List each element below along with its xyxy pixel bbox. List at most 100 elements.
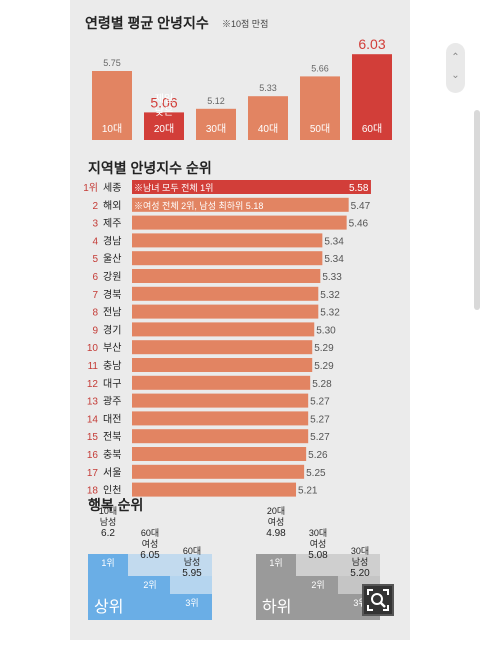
region-rank: 16 bbox=[87, 450, 99, 461]
region-bar bbox=[132, 464, 305, 479]
podium-label: 남성 bbox=[100, 517, 117, 527]
region-value-label: 5.47 bbox=[351, 201, 371, 212]
region-value-label: 5.34 bbox=[324, 254, 344, 265]
region-name: 충남 bbox=[103, 360, 121, 372]
region-name: 경남 bbox=[103, 234, 121, 247]
region-name: 인천 bbox=[103, 485, 121, 497]
region-name: 전남 bbox=[103, 307, 121, 319]
age-chart: 5.75 10대 5.06 20대 5.12 30대 5.33 40대 5.66 50대 6.03 6… bbox=[92, 36, 392, 141]
region-bar bbox=[132, 215, 347, 230]
region-rank: 11 bbox=[88, 361, 99, 372]
region-chart-title: 지역별 안녕지수 순위 bbox=[88, 160, 212, 176]
region-value-label: 5.28 bbox=[312, 379, 332, 390]
podium-value: 5.20 bbox=[350, 568, 370, 579]
highlight-note: 낮은 bbox=[155, 106, 173, 118]
region-bar bbox=[132, 393, 309, 408]
region-rank: 14 bbox=[87, 414, 99, 425]
age-bar bbox=[196, 108, 236, 140]
zoom-button[interactable] bbox=[362, 584, 394, 616]
region-name: 서울 bbox=[103, 467, 121, 479]
podium-label: 60대 bbox=[141, 528, 159, 538]
region-bar bbox=[132, 358, 313, 372]
podium-label: 30대 bbox=[309, 528, 327, 538]
region-name: 경북 bbox=[103, 288, 121, 301]
region-rank: 1위 bbox=[83, 181, 98, 194]
podium-label: 여성 bbox=[142, 538, 159, 549]
podium-group-name: 상위 bbox=[94, 598, 123, 616]
zoom-icon bbox=[367, 589, 389, 611]
region-value-label: 5.32 bbox=[320, 308, 340, 319]
region-value-label: 5.27 bbox=[310, 414, 330, 425]
region-value-label: 5.29 bbox=[314, 361, 334, 372]
podium-rank: 3위 bbox=[353, 598, 366, 608]
podium-value: 6.05 bbox=[140, 550, 160, 561]
region-value-label: 5.32 bbox=[320, 290, 340, 301]
region-rank: 9 bbox=[92, 325, 98, 336]
region-rank: 4 bbox=[92, 236, 98, 247]
age-category-label: 40대 bbox=[258, 123, 278, 135]
age-chart-note: ※10점 만점 bbox=[222, 18, 268, 29]
region-bar bbox=[132, 411, 309, 426]
region-bar bbox=[132, 197, 349, 212]
age-value-label: 5.75 bbox=[103, 58, 121, 68]
region-bar bbox=[132, 286, 319, 301]
region-rank: 8 bbox=[92, 308, 98, 319]
scrollbar[interactable] bbox=[474, 110, 480, 310]
region-bar bbox=[132, 233, 323, 248]
region-rank: 18 bbox=[87, 486, 99, 497]
region-value-label: 5.27 bbox=[310, 397, 330, 408]
region-rank: 17 bbox=[87, 468, 99, 479]
region-rank: 3 bbox=[92, 219, 98, 230]
region-bar bbox=[132, 304, 319, 319]
age-bar bbox=[144, 112, 184, 140]
age-value-label: 5.33 bbox=[259, 83, 277, 93]
age-value-label: 5.06 bbox=[150, 94, 177, 110]
region-value-label: 5.29 bbox=[314, 343, 334, 354]
age-chart-title: 연령별 평균 안녕지수 bbox=[85, 15, 209, 31]
region-name: 대전 bbox=[103, 413, 121, 425]
region-value-label: 5.58 bbox=[349, 183, 369, 194]
age-bar bbox=[352, 54, 392, 141]
happy-chart-title: 행복 순위 bbox=[88, 497, 143, 513]
podium-label: 여성 bbox=[268, 516, 285, 527]
region-rank: 13 bbox=[87, 397, 99, 408]
podium-label: 30대 bbox=[351, 546, 369, 556]
podium-block bbox=[256, 594, 380, 620]
region-bar bbox=[132, 180, 371, 194]
podium-rank: 1위 bbox=[269, 558, 282, 568]
region-bar bbox=[132, 375, 311, 390]
age-category-label: 30대 bbox=[206, 123, 226, 135]
region-value-label: 5.26 bbox=[308, 450, 328, 461]
region-value-label: 5.21 bbox=[298, 486, 318, 497]
podium-rank: 2위 bbox=[143, 580, 156, 590]
region-value-label: 5.34 bbox=[324, 236, 344, 247]
region-annotation: ※여성 전체 2위, 남성 최하위 5.18 bbox=[134, 200, 263, 211]
region-name: 세종 bbox=[103, 182, 121, 194]
region-name: 광주 bbox=[103, 396, 121, 408]
region-value-label: 5.30 bbox=[316, 325, 336, 336]
chevron-down-icon[interactable]: ⌄ bbox=[451, 70, 460, 81]
chevron-up-icon[interactable]: ⌃ bbox=[451, 52, 460, 63]
podium-label: 20대 bbox=[267, 506, 285, 516]
region-annotation: ※남녀 모두 전체 1위 bbox=[134, 183, 213, 193]
region-rank: 5 bbox=[92, 254, 98, 265]
highlight-note: 제일 bbox=[155, 93, 173, 105]
infographic-svg: 연령별 평균 안녕지수 ※10점 만점 5.75 10대 5.06 20대 5.12 30… bbox=[83, 15, 392, 620]
region-name: 울산 bbox=[103, 253, 121, 265]
region-value-label: 5.46 bbox=[349, 219, 369, 230]
region-rank: 2 bbox=[92, 201, 98, 212]
scroll-control[interactable]: ⌃ ⌄ bbox=[446, 43, 465, 93]
age-category-label: 60대 bbox=[362, 123, 382, 135]
podium-value: 5.95 bbox=[182, 568, 202, 579]
region-bar bbox=[132, 340, 313, 355]
region-value-label: 5.33 bbox=[322, 272, 342, 283]
podium-label: 남성 bbox=[184, 557, 201, 567]
age-bar bbox=[248, 96, 288, 140]
podium-value: 6.2 bbox=[101, 528, 115, 539]
podium-block bbox=[88, 594, 212, 620]
region-name: 충북 bbox=[103, 449, 121, 461]
region-value-label: 5.27 bbox=[310, 432, 330, 443]
podium-label: 여성 bbox=[310, 538, 327, 549]
age-bar bbox=[300, 76, 340, 140]
